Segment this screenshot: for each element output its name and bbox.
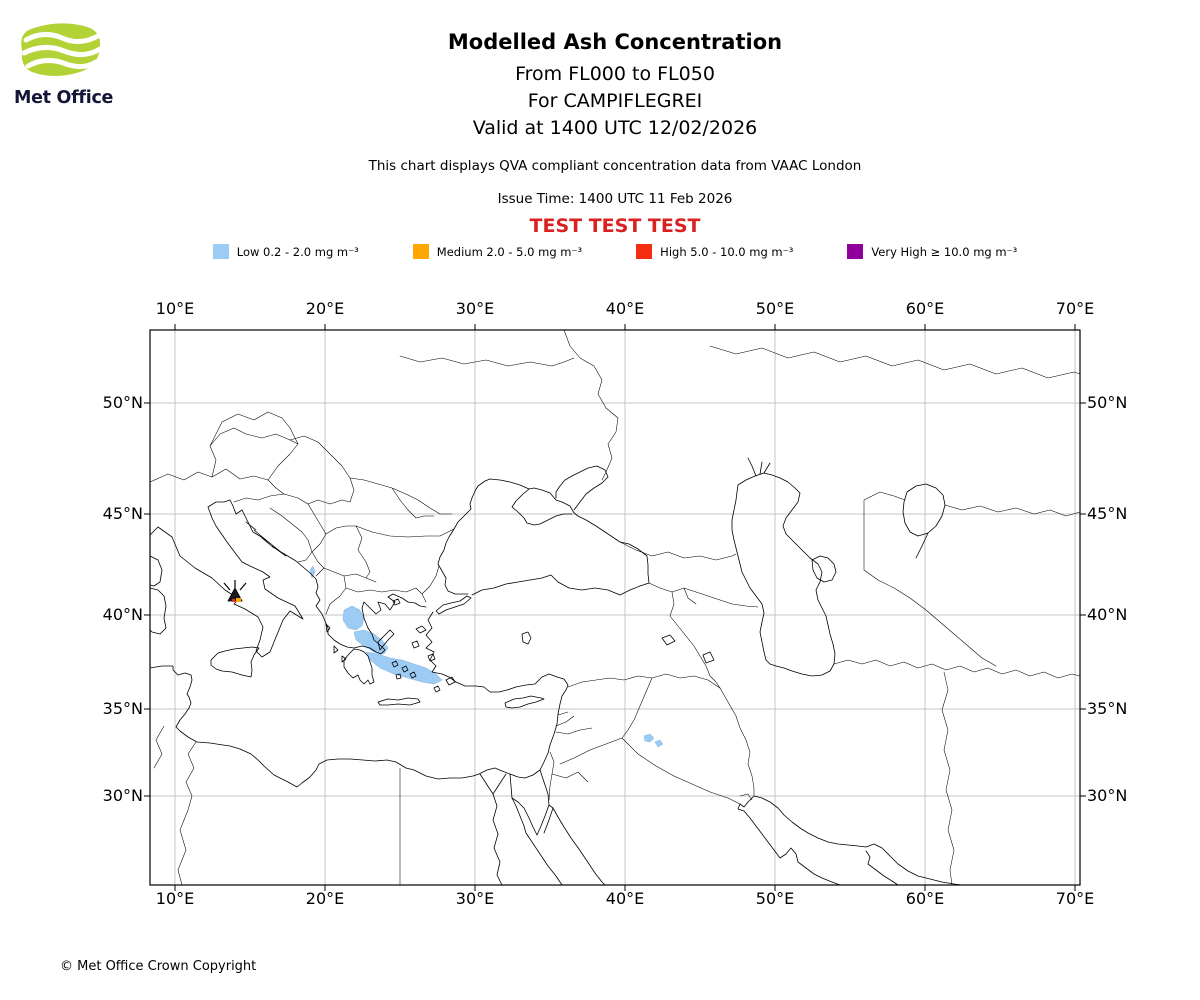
met-office-wordmark: Met Office — [14, 88, 114, 108]
legend-swatch-medium — [412, 244, 429, 259]
y-tick-label: 30°N — [102, 786, 143, 805]
test-banner: TEST TEST TEST — [529, 215, 701, 237]
valid-time-subtitle: Valid at 1400 UTC 12/02/2026 — [472, 117, 758, 139]
x-tick-label: 30°E — [455, 299, 495, 318]
x-tick-label: 70°E — [1055, 889, 1095, 908]
legend: Low 0.2 - 2.0 mg m⁻³ Medium 2.0 - 5.0 mg… — [15, 244, 1200, 259]
y-tick-label: 45°N — [102, 504, 143, 523]
x-tick-label: 20°E — [305, 299, 345, 318]
y-tick-label: 40°N — [1087, 605, 1128, 624]
x-tick-label: 30°E — [455, 889, 495, 908]
legend-label-low: Low 0.2 - 2.0 mg m⁻³ — [236, 244, 359, 259]
legend-item-very-high: Very High ≥ 10.0 mg m⁻³ — [847, 244, 1017, 259]
x-tick-label: 40°E — [605, 299, 645, 318]
x-tick-label: 10°E — [155, 299, 195, 318]
copyright-notice: © Met Office Crown Copyright — [60, 959, 257, 974]
y-tick-label: 45°N — [1087, 504, 1128, 523]
x-tick-label: 10°E — [155, 889, 195, 908]
legend-item-medium: Medium 2.0 - 5.0 mg m⁻³ — [412, 244, 583, 259]
x-tick-label: 50°E — [755, 299, 795, 318]
coastlines — [149, 457, 963, 886]
grid-lines — [150, 330, 1080, 885]
issue-time: Issue Time: 1400 UTC 11 Feb 2026 — [497, 191, 733, 207]
page-title: Modelled Ash Concentration — [447, 30, 783, 54]
axis-ticks — [144, 324, 1086, 891]
x-tick-label: 20°E — [305, 889, 345, 908]
flight-level-subtitle: From FL000 to FL050 — [515, 63, 715, 85]
x-tick-label: 60°E — [905, 299, 945, 318]
ash-patch-low — [643, 733, 655, 743]
x-tick-label: 70°E — [1055, 299, 1095, 318]
logo-wave-3 — [25, 58, 99, 70]
y-tick-label: 35°N — [102, 699, 143, 718]
legend-label-medium: Medium 2.0 - 5.0 mg m⁻³ — [436, 244, 583, 259]
legend-item-low: Low 0.2 - 2.0 mg m⁻³ — [212, 244, 359, 259]
y-tick-label: 35°N — [1087, 699, 1128, 718]
ash-patch-high — [232, 599, 235, 602]
ash-patch-low — [309, 565, 316, 579]
legend-item-high: High 5.0 - 10.0 mg m⁻³ — [636, 244, 793, 259]
legend-swatch-low — [212, 244, 229, 259]
met-office-logo — [14, 20, 106, 86]
ash-patch-medium — [236, 598, 241, 602]
country-borders — [149, 329, 1081, 886]
legend-label-very-high: Very High ≥ 10.0 mg m⁻³ — [871, 244, 1018, 259]
volcano-eruption-icon — [223, 580, 247, 602]
x-tick-label: 60°E — [905, 889, 945, 908]
qva-description: This chart displays QVA compliant concen… — [368, 158, 862, 174]
met-office-logo-icon — [21, 23, 103, 76]
legend-label-high: High 5.0 - 10.0 mg m⁻³ — [660, 244, 794, 259]
ash-patch-low — [353, 629, 389, 655]
legend-swatch-very-high — [847, 244, 864, 259]
legend-swatch-high — [636, 244, 653, 259]
map-plot-area — [144, 324, 1086, 891]
ash-patch-low — [365, 651, 443, 685]
y-tick-label: 50°N — [1087, 393, 1128, 412]
x-tick-label: 50°E — [755, 889, 795, 908]
logo-wave-1 — [23, 32, 101, 44]
logo-wave-2 — [21, 45, 103, 57]
ash-patch-low — [654, 739, 664, 748]
y-tick-label: 50°N — [102, 393, 143, 412]
volcano-subtitle: For CAMPIFLEGREI — [527, 90, 703, 112]
x-tick-label: 40°E — [605, 889, 645, 908]
y-tick-label: 30°N — [1087, 786, 1128, 805]
ash-overlay — [309, 565, 664, 748]
map-frame — [149, 329, 1081, 886]
ash-patch-low — [342, 605, 365, 631]
y-tick-label: 40°N — [102, 605, 143, 624]
